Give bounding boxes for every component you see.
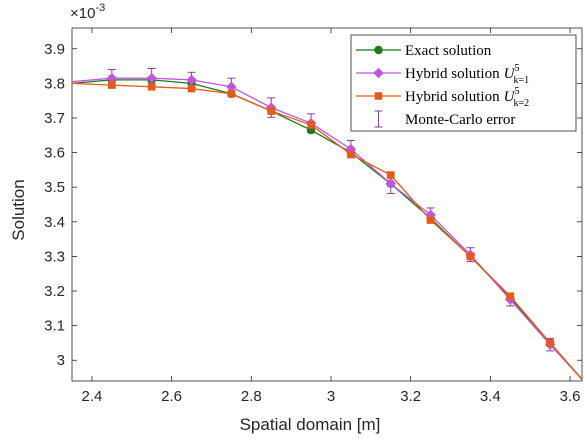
legend-hybrid-k1-math: U bbox=[504, 66, 516, 82]
legend: Exact solution Hybrid solution U5 k=1 Hybr… bbox=[350, 34, 577, 132]
data-point-hybrid-k2 bbox=[267, 107, 276, 115]
series-line-hybrid-k1 bbox=[72, 77, 582, 380]
data-point-hybrid-k2 bbox=[108, 81, 116, 89]
legend-hybrid-k1-sup: 5 bbox=[514, 63, 519, 74]
data-point-hybrid-k2 bbox=[147, 83, 156, 91]
legend-label-exact: Exact solution bbox=[405, 43, 492, 59]
y-tick-label: 3.3 bbox=[44, 248, 65, 265]
legend-hybrid-k2-sup: 5 bbox=[514, 86, 519, 97]
plot-area: 2.4 2.6 2.8 3 3.2 3.4 3.6 3 3.1 3.2 3.3 3.4 3.5 3.6 3.… bbox=[44, 27, 583, 405]
y-tick-label: 3.7 bbox=[44, 110, 65, 127]
y-tick-label: 3.4 bbox=[44, 214, 65, 231]
y-scale-exponent: -3 bbox=[95, 2, 105, 14]
series-line-hybrid-k2 bbox=[72, 82, 582, 380]
x-tick-label: 3 bbox=[327, 388, 335, 405]
data-point-hybrid-k2 bbox=[187, 84, 196, 93]
y-tick-label: 3.5 bbox=[44, 179, 65, 196]
y-tick-label: 3.2 bbox=[44, 283, 65, 300]
data-point-hybrid-k2 bbox=[227, 89, 236, 98]
data-point-hybrid-k1 bbox=[106, 72, 118, 84]
x-tick-label: 3.6 bbox=[560, 388, 581, 405]
legend-marker-hybrid-k1 bbox=[373, 67, 384, 79]
x-axis-label: Spatial domain [m] bbox=[240, 415, 381, 434]
data-point-hybrid-k1 bbox=[385, 178, 396, 189]
series-layer bbox=[72, 67, 582, 380]
series-line-exact bbox=[72, 79, 582, 380]
legend-hybrid-k1-main: Hybrid solution bbox=[405, 66, 500, 82]
data-point-hybrid-k2 bbox=[506, 292, 515, 301]
legend-label-hybrid-k2: Hybrid solution U5 k=2 bbox=[405, 86, 529, 109]
y-tick-label: 3.9 bbox=[44, 41, 65, 58]
x-tick-label: 2.4 bbox=[81, 388, 102, 405]
data-point-hybrid-k1 bbox=[186, 74, 197, 86]
data-point-hybrid-k2 bbox=[347, 150, 355, 159]
x-tick-label: 3.2 bbox=[400, 388, 421, 405]
legend-hybrid-k2-main: Hybrid solution bbox=[405, 89, 500, 105]
legend-label-hybrid-k1: Hybrid solution U5 k=1 bbox=[405, 63, 529, 86]
legend-box bbox=[350, 34, 577, 132]
x-tick-label: 3.4 bbox=[480, 388, 501, 405]
legend-hybrid-k2-sub: k=2 bbox=[513, 98, 529, 109]
data-point-hybrid-k2 bbox=[546, 339, 554, 347]
x-tick-label: 2.6 bbox=[161, 388, 182, 405]
y-tick-label: 3.6 bbox=[44, 145, 65, 162]
data-point-hybrid-k1 bbox=[226, 81, 237, 93]
y-tick-label: 3.8 bbox=[44, 75, 65, 92]
data-point-hybrid-k2 bbox=[307, 121, 315, 129]
legend-marker-hybrid-k2 bbox=[374, 92, 383, 100]
data-point-hybrid-k1 bbox=[425, 209, 436, 221]
y-scale-base: ×10 bbox=[70, 5, 95, 22]
y-tick-label: 3.1 bbox=[44, 318, 65, 335]
data-point-hybrid-k1 bbox=[146, 72, 157, 84]
y-axis-label: Solution bbox=[9, 179, 28, 240]
legend-label-mc-error: Monte-Carlo error bbox=[405, 112, 515, 128]
legend-hybrid-k1-sub: k=1 bbox=[513, 75, 529, 86]
y-tick-label: 3 bbox=[57, 352, 65, 369]
axes-frame bbox=[71, 27, 583, 382]
data-point-hybrid-k2 bbox=[386, 171, 395, 179]
x-tick-label: 2.8 bbox=[241, 388, 262, 405]
data-point-hybrid-k2 bbox=[426, 216, 435, 224]
legend-hybrid-k2-math: U bbox=[504, 89, 516, 105]
legend-marker-exact bbox=[374, 45, 383, 55]
data-point-hybrid-k2 bbox=[466, 252, 475, 261]
y-scale-factor: ×10-3 bbox=[70, 2, 105, 22]
